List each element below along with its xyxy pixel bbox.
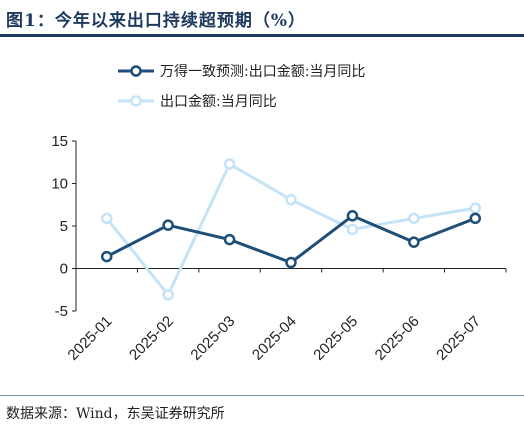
title-bar: 图1：今年以来出口持续超预期（%） xyxy=(0,0,524,40)
y-tick-label: 5 xyxy=(60,218,68,235)
series-point xyxy=(100,250,113,263)
series-point xyxy=(285,193,297,206)
legend-label: 出口金额:当月同比 xyxy=(160,94,277,110)
series-point xyxy=(469,212,482,225)
legend-swatch-marker xyxy=(130,65,142,77)
title-rule xyxy=(0,34,524,37)
series-point xyxy=(346,223,359,236)
bottom-rule xyxy=(0,395,524,396)
x-tick-label: 2025-01 xyxy=(65,313,116,364)
series-point xyxy=(469,202,482,214)
series-point xyxy=(346,210,359,222)
series-line xyxy=(106,214,476,265)
chart-title: 图1：今年以来出口持续超预期（%） xyxy=(6,11,306,31)
series-point xyxy=(162,219,174,231)
x-tick-label: 2025-04 xyxy=(249,313,300,364)
y-tick-label: 15 xyxy=(51,133,68,150)
series-point xyxy=(162,289,174,301)
series-point xyxy=(408,236,420,248)
x-tick-label: 2025-03 xyxy=(187,313,238,364)
series-point xyxy=(285,256,297,269)
source-note: 数据来源：Wind，东吴证券研究所 xyxy=(6,406,225,422)
legend-swatch-marker xyxy=(130,95,142,107)
y-tick-label: 10 xyxy=(51,176,68,193)
y-tick-label: 0 xyxy=(60,261,68,278)
x-tick-label: 2025-06 xyxy=(372,313,423,364)
series-point xyxy=(100,212,113,225)
series-point xyxy=(408,212,420,225)
legend-label: 万得一致预测:出口金额:当月同比 xyxy=(160,63,365,80)
y-tick-label: -5 xyxy=(55,303,68,320)
series-point xyxy=(223,233,236,246)
x-tick-label: 2025-02 xyxy=(126,313,177,364)
series-point xyxy=(223,158,236,170)
x-tick-label: 2025-05 xyxy=(310,313,361,364)
x-tick-label: 2025-07 xyxy=(433,313,484,364)
